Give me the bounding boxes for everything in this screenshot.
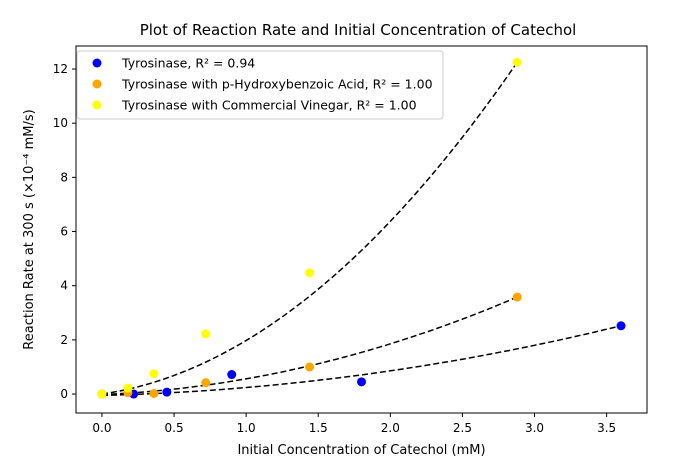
y-tick-label: 6 <box>60 225 68 239</box>
legend-marker <box>92 79 102 89</box>
data-point <box>149 369 159 379</box>
legend-box <box>76 50 444 120</box>
data-point <box>512 292 522 302</box>
x-tick-label: 0.5 <box>165 421 184 435</box>
data-point <box>305 362 315 372</box>
data-point <box>149 388 159 398</box>
x-tick-label: 1.5 <box>309 421 328 435</box>
data-point <box>227 370 237 380</box>
x-axis-ticks: 0.0 0.5 1.0 1.5 2.0 2.5 3.0 3.5 <box>92 413 616 435</box>
y-axis-label: Reaction Rate at 300 s (×10⁻⁴ mM/s) <box>22 109 37 349</box>
legend-marker <box>92 58 102 68</box>
plot-area-frame <box>75 45 648 414</box>
legend-entry: Tyrosinase, R² = 0.94 <box>121 56 255 71</box>
x-axis-label: Initial Concentration of Catechol (mM) <box>237 443 485 458</box>
x-tick-label: 2.5 <box>453 421 472 435</box>
y-tick-label: 0 <box>60 387 68 401</box>
legend-entry: Tyrosinase with Commercial Vinegar, R² =… <box>121 98 417 113</box>
chart-title: Plot of Reaction Rate and Initial Concen… <box>140 21 577 39</box>
data-point <box>512 57 522 67</box>
y-axis-ticks: 0 2 4 6 8 10 12 <box>53 62 76 401</box>
legend: Tyrosinase, R² = 0.94 Tyrosinase with p-H… <box>76 50 444 120</box>
y-tick-label: 2 <box>60 333 68 347</box>
y-tick-label: 10 <box>53 116 68 130</box>
x-tick-label: 1.0 <box>237 421 256 435</box>
y-tick-label: 4 <box>60 279 68 293</box>
data-point <box>305 268 315 278</box>
data-points <box>97 57 626 399</box>
data-point <box>201 329 211 339</box>
data-point <box>97 389 107 399</box>
data-point <box>201 378 211 388</box>
x-tick-label: 0.0 <box>92 421 111 435</box>
data-point <box>123 383 133 393</box>
fit-curve <box>101 325 622 397</box>
data-point <box>616 321 626 331</box>
legend-entry: Tyrosinase with p-Hydroxybenzoic Acid, R… <box>121 77 433 92</box>
x-tick-label: 2.0 <box>381 421 400 435</box>
legend-marker <box>92 100 102 110</box>
x-tick-label: 3.0 <box>525 421 544 435</box>
y-tick-label: 12 <box>53 62 68 76</box>
data-point <box>162 387 172 397</box>
x-tick-label: 3.5 <box>597 421 616 435</box>
y-tick-label: 8 <box>60 170 68 184</box>
data-point <box>357 377 366 387</box>
